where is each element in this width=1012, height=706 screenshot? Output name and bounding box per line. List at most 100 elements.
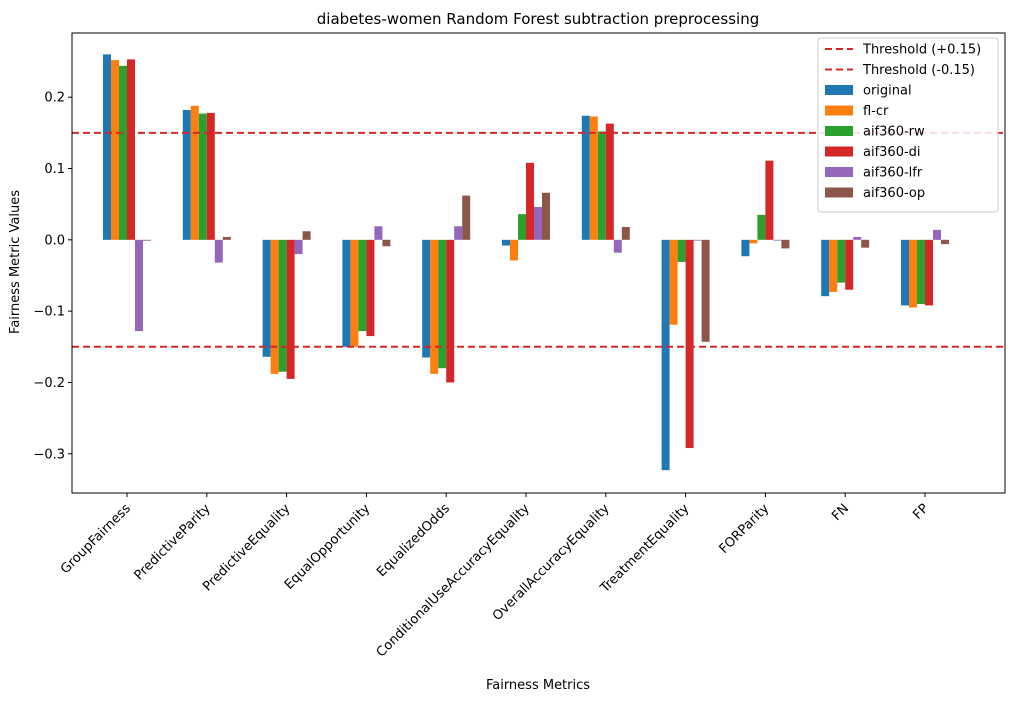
bar-aif360-rw-ConditionalUseAccuracyEquality [518,214,526,240]
bar-aif360-op-TreatmentEquality [701,239,710,342]
bar-fl-cr-PredictiveEquality [270,239,279,374]
bar-original-PredictiveEquality [262,239,271,357]
bar-aif360-di-GroupFairness [127,59,135,240]
legend-label: Threshold (-0.15) [862,63,975,78]
x-tick-label: EqualOpportunity [282,501,374,593]
legend-label: aif360-rw [863,125,925,140]
bar-aif360-lfr-TreatmentEquality [693,239,702,241]
bar-original-OverallAccuracyEquality [581,115,590,240]
bar-fl-cr-EqualOpportunity [350,239,359,347]
bar-aif360-rw-OverallAccuracyEquality [597,131,606,240]
bar-aif360-di-ConditionalUseAccuracyEquality [526,162,534,240]
bar-aif360-di-EqualOpportunity [366,239,375,337]
x-tick-label: ConditionalUseAccuracyEquality [374,501,533,660]
bar-aif360-rw-EqualOpportunity [358,239,367,332]
bar-aif360-rw-FORParity [757,214,766,240]
bar-original-FP [901,239,909,306]
bar-aif360-op-ConditionalUseAccuracyEquality [542,192,550,240]
y-tick-label: −0.3 [33,447,65,462]
bar-original-ConditionalUseAccuracyEquality [502,239,510,246]
bar-aif360-op-FP [941,239,949,245]
bars-layer [103,54,949,471]
legend-swatch-aif360-lfr [825,167,853,177]
bar-original-EqualOpportunity [342,239,351,347]
bar-aif360-lfr-ConditionalUseAccuracyEquality [534,207,542,240]
bar-aif360-di-EqualizedOdds [446,239,455,383]
bar-fl-cr-OverallAccuracyEquality [589,116,598,240]
y-tick-label: −0.1 [33,305,65,320]
legend-label: fl-cr [863,104,889,119]
bar-aif360-lfr-FP [933,229,941,240]
bar-fl-cr-FP [909,239,917,308]
x-tick-label: FN [829,501,852,524]
x-tick-label: PredictiveEquality [200,501,293,594]
legend-swatch-aif360-op [825,187,853,198]
bar-aif360-lfr-PredictiveParity [214,239,223,263]
bar-original-FORParity [741,239,750,257]
bar-aif360-rw-FN [837,239,846,283]
bar-aif360-op-FORParity [781,239,790,249]
bar-aif360-di-FORParity [765,160,774,240]
x-tick-label: TreatmentEquality [597,501,693,597]
legend-swatch-aif360-rw [825,126,853,136]
legend-label: Threshold (+0.15) [862,43,981,58]
bar-aif360-di-PredictiveEquality [286,239,295,379]
y-tick-label: 0.2 [44,91,65,106]
bar-aif360-op-PredictiveEquality [302,231,311,240]
bar-original-EqualizedOdds [422,239,431,358]
bar-aif360-di-FP [925,239,933,306]
bar-original-FN [821,239,830,297]
bar-aif360-di-PredictiveParity [206,112,215,240]
legend-label: aif360-op [863,186,925,201]
x-tick-label: EqualizedOdds [374,501,453,580]
bar-aif360-rw-EqualizedOdds [438,239,447,369]
legend-label: aif360-lfr [863,166,923,181]
bar-aif360-op-FN [861,239,870,248]
bar-aif360-lfr-EqualizedOdds [454,226,463,240]
legend-swatch-fl-cr [825,105,853,116]
bar-original-PredictiveParity [182,110,191,240]
bar-aif360-lfr-FORParity [773,239,782,241]
bar-fl-cr-FORParity [749,239,758,244]
y-tick-label: −0.2 [33,376,65,391]
x-tick-label: FP [910,501,932,523]
bar-fl-cr-ConditionalUseAccuracyEquality [510,239,518,261]
bar-aif360-lfr-GroupFairness [135,239,143,332]
y-axis-label: Fairness Metric Values [8,190,23,334]
bar-aif360-op-PredictiveParity [222,236,231,240]
y-tick-label: 0.0 [44,233,65,248]
x-tick-label: FORParity [717,501,773,557]
legend-box [817,37,999,213]
bar-aif360-lfr-EqualOpportunity [374,226,383,240]
legend-label: aif360-di [863,145,921,160]
bar-aif360-di-OverallAccuracyEquality [605,123,614,240]
bar-fl-cr-FN [829,239,838,292]
x-tick-label: PredictiveParity [132,501,214,583]
legend-label: original [863,84,912,99]
chart-title: diabetes-women Random Forest subtraction… [317,10,759,28]
bar-aif360-op-EqualizedOdds [462,195,471,240]
bar-aif360-op-EqualOpportunity [382,239,391,247]
bar-aif360-op-GroupFairness [143,239,151,241]
bar-aif360-di-TreatmentEquality [685,239,694,449]
bar-fl-cr-TreatmentEquality [669,239,678,325]
legend: Threshold (+0.15) Threshold (-0.15) origin… [817,37,999,213]
threshold-lines [72,131,1005,348]
bar-aif360-rw-FP [917,239,925,305]
bar-aif360-rw-TreatmentEquality [677,239,686,262]
bar-aif360-op-OverallAccuracyEquality [621,226,630,240]
bar-fl-cr-GroupFairness [111,60,119,240]
bar-aif360-lfr-PredictiveEquality [294,239,303,255]
x-tick-label: GroupFairness [58,501,134,577]
legend-swatch-aif360-di [825,146,853,157]
bar-aif360-lfr-OverallAccuracyEquality [613,239,622,253]
bar-fl-cr-PredictiveParity [190,105,199,240]
bar-fl-cr-EqualizedOdds [430,239,439,374]
bar-aif360-rw-PredictiveParity [198,113,207,240]
bar-aif360-lfr-FN [853,236,862,240]
bar-original-TreatmentEquality [661,239,670,471]
legend-swatch-original [825,85,853,95]
bar-aif360-rw-PredictiveEquality [278,239,287,372]
